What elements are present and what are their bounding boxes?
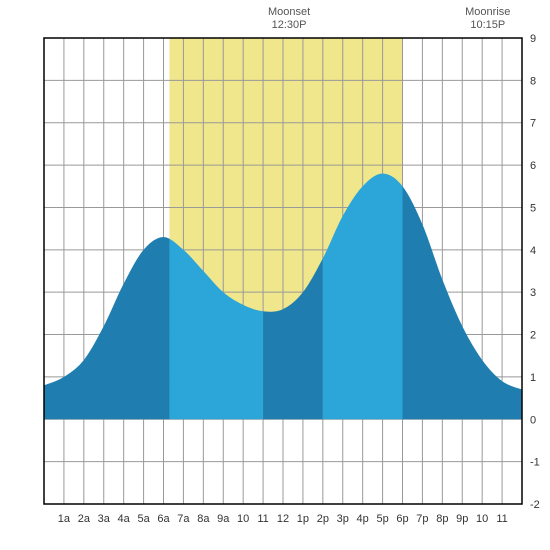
y-tick-label: 3 [530, 287, 536, 299]
x-tick-label: 4p [357, 513, 369, 525]
chart-svg: -2-101234567891a2a3a4a5a6a7a8a9a1011121p… [0, 0, 550, 550]
x-tick-label: 11 [496, 513, 507, 525]
x-tick-label: 1p [297, 513, 309, 525]
moonset-label: Moonset 12:30P [268, 6, 310, 32]
x-tick-label: 2p [317, 513, 329, 525]
y-tick-label: 9 [530, 33, 536, 45]
x-tick-label: 3a [98, 513, 111, 525]
y-tick-label: 7 [530, 118, 536, 130]
y-tick-label: 4 [530, 245, 536, 257]
x-tick-label: 7p [416, 513, 428, 525]
y-tick-label: 0 [530, 414, 536, 426]
y-tick-label: 8 [530, 75, 536, 87]
tide-chart: Moonset 12:30P Moonrise 10:15P -2-101234… [0, 0, 550, 550]
x-tick-label: 10 [476, 513, 488, 525]
moonset-time: 12:30P [272, 19, 307, 31]
x-tick-label: 6p [396, 513, 408, 525]
x-tick-label: 9p [456, 513, 468, 525]
x-tick-label: 7a [177, 513, 190, 525]
x-tick-label: 3p [337, 513, 349, 525]
y-tick-label: 1 [530, 372, 536, 384]
x-tick-label: 8a [197, 513, 210, 525]
x-tick-label: 2a [78, 513, 91, 525]
tide-area-stripe [44, 237, 169, 419]
y-tick-label: -2 [530, 499, 540, 511]
y-tick-label: 2 [530, 330, 536, 342]
x-tick-label: 12 [277, 513, 289, 525]
moonset-title: Moonset [268, 6, 310, 18]
x-tick-label: 1a [58, 513, 71, 525]
moonrise-label: Moonrise 10:15P [465, 6, 510, 32]
x-tick-label: 10 [237, 513, 249, 525]
x-tick-label: 5a [137, 513, 150, 525]
y-tick-label: -1 [530, 457, 540, 469]
x-tick-label: 6a [157, 513, 170, 525]
x-tick-label: 9a [217, 513, 230, 525]
x-tick-label: 11 [257, 513, 268, 525]
moonrise-time: 10:15P [470, 19, 505, 31]
moonrise-title: Moonrise [465, 6, 510, 18]
y-tick-label: 6 [530, 160, 536, 172]
x-tick-label: 4a [118, 513, 131, 525]
y-tick-label: 5 [530, 202, 536, 214]
x-tick-label: 8p [436, 513, 448, 525]
x-tick-label: 5p [376, 513, 388, 525]
